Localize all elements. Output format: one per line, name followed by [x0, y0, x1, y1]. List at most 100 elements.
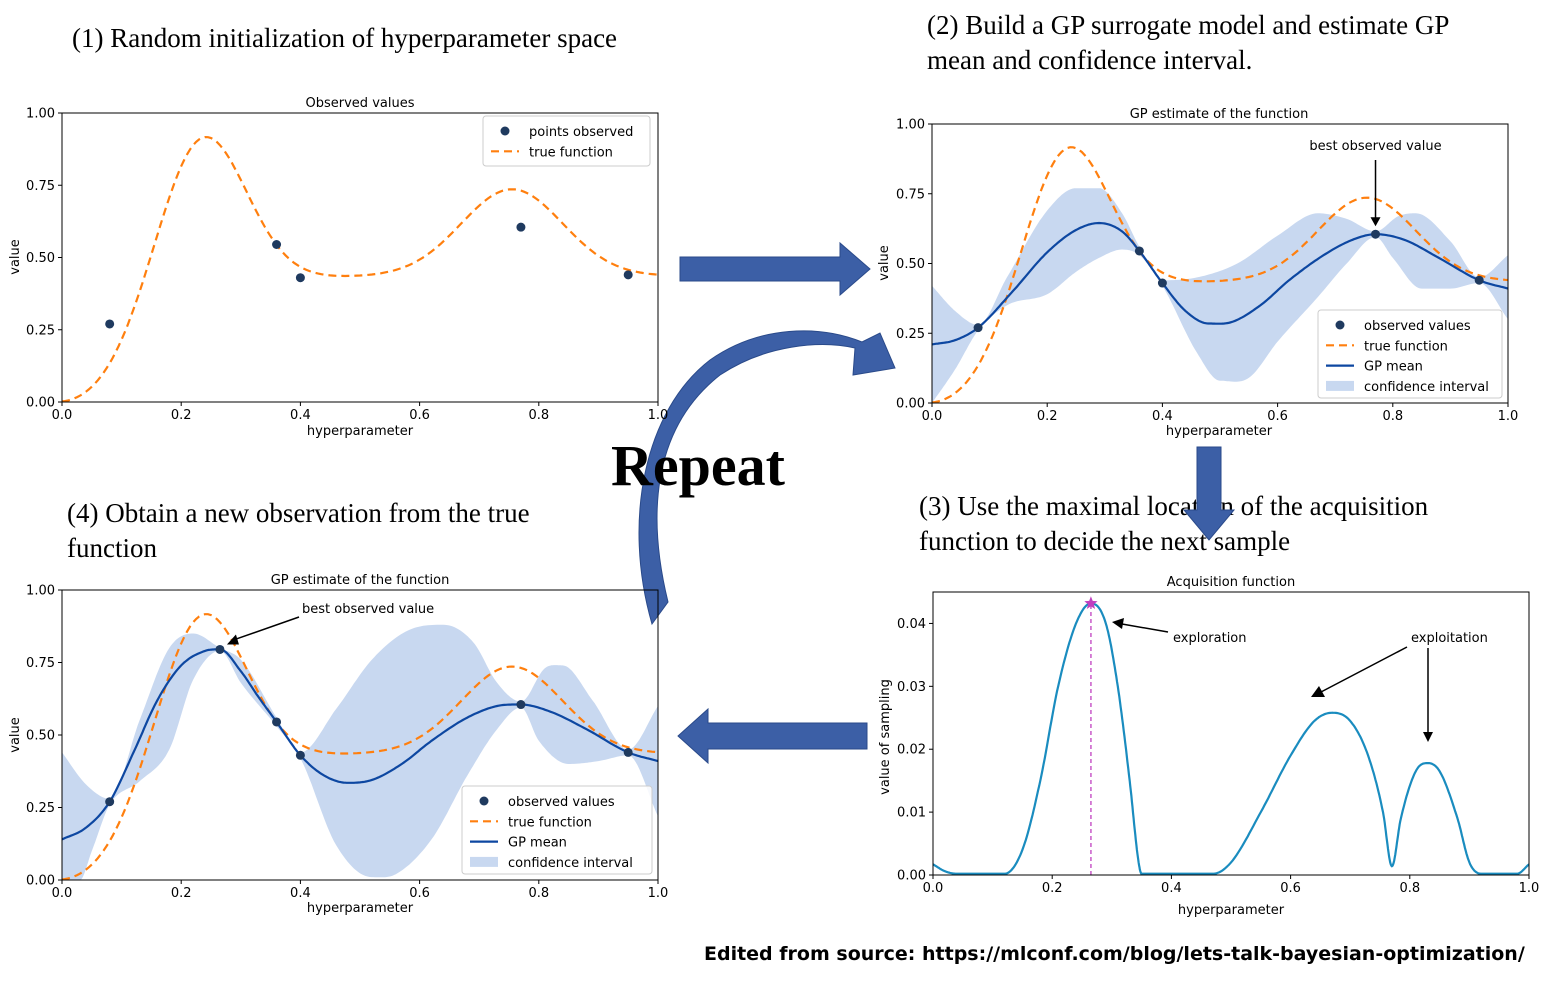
legend-label: confidence interval	[508, 856, 633, 871]
observed-point	[1474, 275, 1484, 285]
x-tick-label: 0.8	[528, 886, 549, 901]
x-tick-label: 0.6	[409, 408, 430, 423]
next-sample-star-icon	[1084, 596, 1098, 609]
legend-key-points	[1335, 320, 1345, 330]
step-4-title: (4) Obtain a new observation from the tr…	[67, 496, 530, 566]
x-axis-label: hyperparameter	[1178, 903, 1285, 918]
annotation-arrow-line	[1320, 646, 1408, 693]
legend-label: true function	[508, 815, 592, 830]
annotation-exploration: exploration	[1173, 631, 1247, 646]
plot-title: GP estimate of the function	[1130, 107, 1309, 122]
y-tick-label: 0.50	[26, 729, 55, 744]
true-function-line	[932, 146, 1508, 403]
legend-box	[482, 115, 651, 167]
true-function-line	[62, 613, 658, 880]
annotation-arrowhead	[1423, 732, 1433, 742]
plot-title: GP estimate of the function	[271, 573, 450, 588]
annotation-arrow-line	[234, 616, 300, 641]
plot-area: 0.0 0.2 0.4 0.6 0.8 1.0 0.00 0.25 0.50 0.75 1.00 ob…	[26, 584, 668, 902]
y-tick-label: 0.02	[897, 743, 926, 758]
y-tick-label: 1.00	[26, 584, 55, 599]
annotation-best-observed: best observed value	[302, 602, 434, 617]
x-tick-label: 0.2	[1037, 409, 1058, 424]
y-axis-label: value	[8, 239, 23, 275]
y-tick-label: 0.03	[897, 680, 926, 695]
annotation-arrowhead	[1112, 618, 1124, 629]
x-tick-label: 0.4	[1161, 881, 1182, 896]
step-1-title: (1) Random initialization of hyperparame…	[72, 23, 618, 53]
gp-mean-line	[62, 648, 658, 841]
observed-point	[1157, 278, 1167, 288]
plot-acquisition-function: Acquisition function hyperparameter valu…	[878, 575, 1540, 918]
observed-point	[295, 750, 305, 760]
true-function-line	[62, 135, 658, 402]
y-tick-label: 0.00	[896, 397, 925, 412]
legend-label: points observed	[529, 125, 633, 140]
x-tick-label: 0.2	[171, 886, 192, 901]
plot-title: Acquisition function	[1167, 575, 1295, 590]
x-tick-label: 0.6	[1280, 881, 1301, 896]
plot-observed-values: Observed values hyperparameter value 0.0…	[8, 96, 669, 439]
step-3-title: (3) Use the maximal location of the acqu…	[919, 489, 1428, 559]
x-tick-label: 0.0	[52, 408, 73, 423]
y-tick-label: 0.75	[26, 179, 55, 194]
gp-mean-line	[932, 221, 1508, 346]
acquisition-curve	[933, 602, 1529, 875]
plot-content	[62, 135, 658, 402]
annotation-arrow-line	[1121, 623, 1169, 633]
observed-point	[295, 273, 305, 283]
legend-label: GP mean	[1364, 360, 1423, 375]
y-tick-label: 0.00	[26, 874, 55, 889]
annotation-arrowhead	[1370, 217, 1381, 227]
confidence-interval-band	[932, 188, 1508, 403]
annotation-arrowhead	[226, 634, 239, 645]
step-3-title-line1: (3) Use the maximal location of the acqu…	[919, 491, 1429, 521]
annotation-best-observed: best observed value	[1309, 139, 1441, 154]
y-tick-label: 1.00	[896, 118, 925, 133]
y-tick-label: 0.50	[896, 257, 925, 272]
x-tick-label: 0.6	[1267, 409, 1288, 424]
y-tick-label: 0.75	[896, 187, 925, 202]
y-tick-label: 0.00	[26, 396, 55, 411]
observed-point	[1371, 229, 1381, 239]
repeat-label: Repeat	[611, 433, 785, 498]
plot-area: 0.0 0.2 0.4 0.6 0.8 1.0 0.00 0.01 0.02 0.03 0.04 ex…	[897, 591, 1540, 896]
arrow-step3-to-step4	[677, 707, 868, 765]
legend-label: observed values	[1364, 319, 1471, 334]
plot-gp-estimate-step4: GP estimate of the function hyperparamet…	[8, 573, 668, 916]
x-tick-label: 1.0	[1519, 881, 1540, 896]
x-tick-label: 1.0	[648, 886, 669, 901]
x-tick-label: 0.8	[528, 408, 549, 423]
plot-title: Observed values	[306, 96, 415, 111]
y-tick-label: 0.25	[26, 323, 55, 338]
y-tick-label: 0.75	[26, 656, 55, 671]
x-axis-label: hyperparameter	[307, 424, 414, 439]
observed-point	[1134, 246, 1144, 256]
x-tick-label: 0.0	[52, 886, 73, 901]
x-axis-label: hyperparameter	[1166, 424, 1273, 439]
observed-point	[516, 222, 526, 232]
legend-key-confidence	[1326, 380, 1354, 391]
x-tick-label: 0.4	[1152, 409, 1173, 424]
arrow-step2-to-step3	[1182, 446, 1236, 541]
y-tick-label: 0.04	[897, 617, 926, 632]
legend-box	[1317, 309, 1503, 399]
legend-key-points	[500, 126, 510, 136]
legend-label: confidence interval	[1364, 380, 1489, 395]
x-tick-label: 0.0	[922, 409, 943, 424]
observed-point	[215, 644, 225, 654]
legend-label: observed values	[508, 795, 615, 810]
observed-point	[272, 717, 282, 727]
x-tick-label: 0.6	[409, 886, 430, 901]
arrow-step1-to-step2	[679, 241, 871, 297]
step-2-title-line2: mean and confidence interval.	[927, 45, 1253, 75]
source-credit: Edited from source: https://mlconf.com/b…	[704, 943, 1525, 965]
y-tick-label: 0.50	[26, 251, 55, 266]
plot-content	[62, 613, 658, 880]
x-tick-label: 1.0	[1498, 409, 1519, 424]
x-tick-label: 1.0	[648, 408, 669, 423]
y-axis-label: value	[8, 717, 23, 753]
legend-label: true function	[529, 145, 613, 160]
legend-box	[461, 785, 653, 875]
